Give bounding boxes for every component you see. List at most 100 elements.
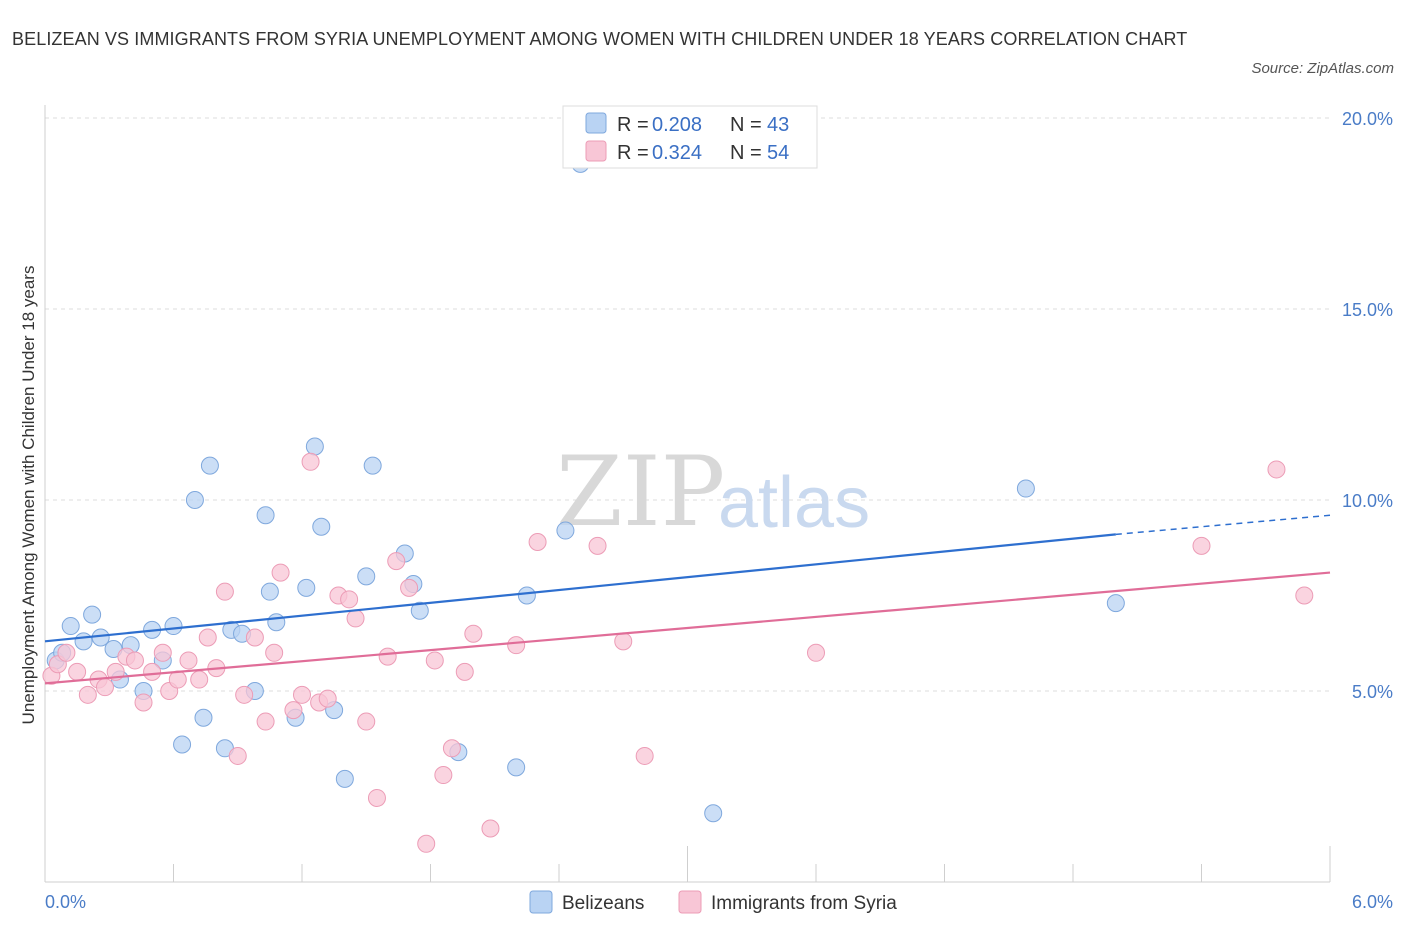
data-points (42, 154, 1314, 853)
point-belizeans-14 (185, 491, 204, 509)
point-syria-10 (134, 693, 153, 712)
point-syria-2 (57, 643, 76, 662)
chart-title: BELIZEAN VS IMMIGRANTS FROM SYRIA UNEMPL… (12, 29, 1188, 49)
point-syria-21 (235, 685, 254, 704)
legend-n-value-belizeans: 43 (767, 114, 789, 136)
watermark-atlas: atlas (718, 463, 870, 543)
point-syria-11 (143, 662, 162, 681)
point-syria-35 (367, 788, 386, 807)
point-syria-53 (1267, 460, 1286, 479)
point-syria-30 (318, 689, 337, 708)
point-syria-4 (78, 685, 97, 704)
watermark: ZIP atlas (556, 436, 870, 548)
point-belizeans-36 (507, 758, 526, 777)
point-belizeans-29 (335, 769, 354, 788)
point-belizeans-31 (363, 456, 382, 475)
point-syria-49 (614, 632, 633, 651)
point-belizeans-27 (312, 517, 331, 536)
bottom-legend-label-belizeans: Belizeans (562, 893, 644, 914)
point-syria-6 (95, 678, 114, 697)
point-syria-43 (455, 662, 474, 681)
point-syria-25 (271, 563, 290, 582)
point-syria-12 (153, 643, 172, 662)
point-syria-54 (1295, 586, 1314, 605)
grid (45, 117, 1330, 692)
point-syria-37 (387, 552, 406, 571)
y-tick-label-1: 10.0% (1342, 491, 1393, 511)
point-belizeans-3 (74, 632, 93, 651)
point-syria-39 (417, 834, 436, 853)
point-belizeans-26 (305, 437, 324, 456)
legend-swatch-syria (585, 140, 607, 162)
point-syria-45 (481, 819, 500, 838)
legend: R = 0.208 N = 43 R = 0.324 N = 54 (562, 105, 818, 169)
point-belizeans-30 (357, 567, 376, 586)
legend-r-value-belizeans: 0.208 (652, 114, 702, 136)
point-syria-14 (168, 670, 187, 689)
point-syria-9 (125, 651, 144, 670)
point-syria-52 (1192, 536, 1211, 555)
point-belizeans-21 (256, 506, 275, 525)
point-syria-27 (293, 685, 311, 704)
legend-r-label-belizeans: R = (617, 114, 649, 136)
point-belizeans-37 (517, 586, 536, 605)
point-belizeans-2 (61, 617, 80, 636)
point-syria-22 (245, 628, 264, 647)
point-syria-50 (635, 746, 654, 765)
point-belizeans-34 (410, 601, 429, 620)
legend-n-value-syria: 54 (767, 142, 789, 164)
trend-line-belizeans-extension (1115, 514, 1331, 536)
point-syria-51 (807, 643, 825, 662)
bottom-legend-swatch-belizeans (529, 890, 553, 914)
point-belizeans-42 (1106, 594, 1125, 613)
legend-r-value-syria: 0.324 (652, 142, 702, 164)
y-axis-label: Unemployment Among Women with Children U… (19, 266, 38, 725)
point-syria-46 (507, 636, 526, 655)
legend-swatch-belizeans (585, 112, 607, 134)
tick-labels: 5.0% 10.0% 15.0% 20.0% 0.0% 6.0% (45, 109, 1393, 912)
point-syria-40 (425, 651, 444, 670)
legend-n-label-syria: N = (730, 142, 762, 164)
point-belizeans-25 (297, 578, 316, 597)
point-syria-41 (434, 766, 453, 785)
y-tick-label-0: 5.0% (1352, 682, 1393, 702)
point-syria-38 (400, 578, 419, 597)
watermark-zip: ZIP (556, 436, 725, 548)
point-syria-24 (265, 643, 284, 662)
trend-line-syria (44, 571, 1331, 685)
point-syria-33 (346, 609, 365, 628)
point-syria-32 (340, 590, 359, 609)
y-tick-label-2: 15.0% (1342, 300, 1393, 320)
point-syria-44 (464, 624, 483, 643)
point-syria-19 (215, 582, 234, 601)
point-belizeans-15 (194, 708, 213, 727)
point-syria-20 (228, 746, 247, 765)
point-belizeans-12 (164, 617, 183, 636)
legend-n-label-belizeans: N = (730, 114, 762, 136)
point-syria-28 (301, 452, 320, 471)
point-syria-23 (256, 712, 275, 731)
point-syria-47 (528, 533, 547, 552)
point-belizeans-22 (260, 582, 279, 601)
point-syria-26 (284, 701, 303, 720)
point-syria-34 (357, 712, 376, 731)
chart-source: Source: ZipAtlas.com (1251, 60, 1394, 77)
legend-r-label-syria: R = (617, 142, 649, 164)
point-belizeans-38 (556, 521, 575, 540)
bottom-legend: Belizeans Immigrants from Syria (529, 890, 897, 914)
y-tick-label-3: 20.0% (1342, 109, 1393, 129)
x-tick-label-1: 6.0% (1352, 892, 1393, 912)
point-belizeans-41 (1016, 479, 1035, 498)
axes (44, 105, 1331, 883)
point-syria-16 (190, 670, 209, 689)
point-syria-48 (588, 536, 607, 555)
bottom-legend-swatch-syria (678, 890, 702, 914)
trend-line-belizeans (44, 533, 1116, 643)
x-tick-label-0: 0.0% (45, 892, 86, 912)
bottom-legend-label-syria: Immigrants from Syria (711, 893, 897, 914)
point-syria-17 (198, 628, 217, 647)
point-syria-15 (179, 651, 198, 670)
trend-lines (44, 514, 1331, 685)
point-belizeans-23 (267, 613, 286, 632)
